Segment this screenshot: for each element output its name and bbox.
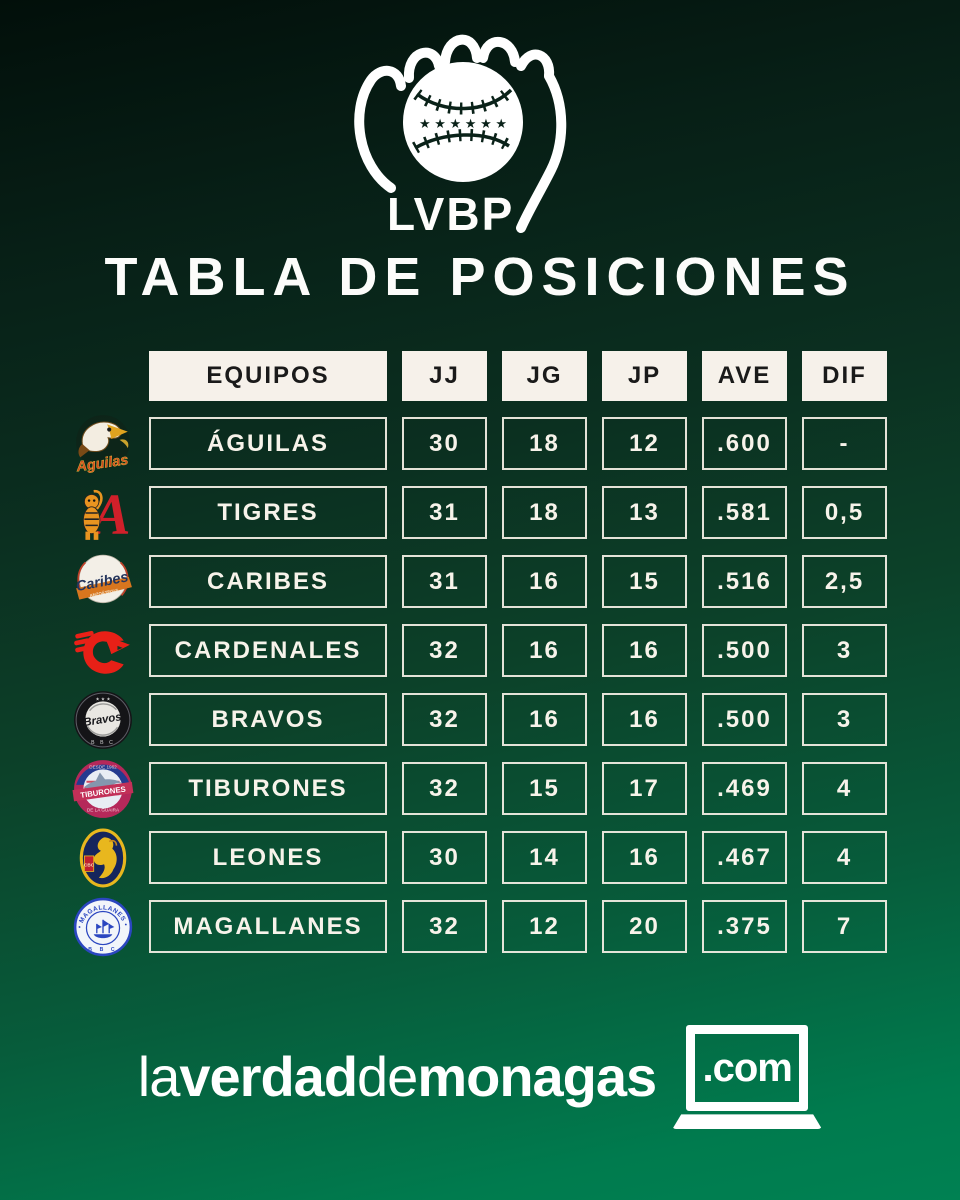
jj-cell: 31: [402, 486, 487, 540]
dif-cell: 4: [802, 831, 887, 885]
jj-cell: 30: [402, 417, 487, 471]
jg-cell: 15: [502, 762, 587, 816]
col-header-jg: JG: [502, 351, 587, 402]
bravos-logo: Bravos ★ ★ ★ B B C: [72, 689, 134, 751]
jp-cell: 13: [602, 486, 687, 540]
jp-cell: 12: [602, 417, 687, 471]
col-header-dif: DIF: [802, 351, 887, 402]
jg-cell: 16: [502, 555, 587, 609]
jj-cell: 31: [402, 555, 487, 609]
jj-cell: 32: [402, 900, 487, 954]
brand-part-de: de: [357, 1045, 418, 1109]
col-header-equipos: EQUIPOS: [149, 351, 387, 402]
dif-cell: 2,5: [802, 555, 887, 609]
page-title: TABLA DE POSICIONES: [104, 247, 856, 307]
ave-cell: .581: [702, 486, 787, 540]
col-header-ave: AVE: [702, 351, 787, 402]
baseball-icon: [403, 62, 523, 182]
laptop-icon: .com: [672, 1025, 823, 1130]
brand-wordmark: laverdaddemonagas: [138, 1049, 657, 1105]
jg-cell: 16: [502, 624, 587, 678]
magallanes-initials: B B C: [88, 947, 118, 953]
dif-cell: 7: [802, 900, 887, 954]
ave-cell: .467: [702, 831, 787, 885]
dif-cell: 0,5: [802, 486, 887, 540]
dif-cell: 3: [802, 624, 887, 678]
ave-cell: .500: [702, 693, 787, 747]
lvbp-logo: ★ ★ ★ ★ ★ ★ LVBP: [0, 0, 960, 242]
jg-cell: 14: [502, 831, 587, 885]
magallanes-logo: • MAGALLANES • B B C: [72, 896, 134, 958]
caribes-logo: Caribes ANZOÁTEGUI: [72, 551, 134, 613]
lvbp-text: LVBP: [387, 188, 514, 240]
tiburones-bottom-text: DE LA GUAIRA: [87, 808, 120, 813]
ave-cell: .500: [702, 624, 787, 678]
aguilas-script: Aguilas: [74, 452, 129, 475]
baseball-stars: ★ ★ ★ ★ ★ ★: [419, 116, 507, 131]
bravos-stars: ★ ★ ★: [95, 696, 110, 701]
col-header-jp: JP: [602, 351, 687, 402]
standings-table: EQUIPOS JJ JG JP AVE DIF Aguilas ÁGUILAS…: [72, 351, 960, 957]
team-cell: CARIBES: [149, 555, 387, 609]
ave-cell: .375: [702, 900, 787, 954]
leones-logo: CBC: [72, 827, 134, 889]
tiburones-logo: TIBURONES DESDE 1962 DE LA GUAIRA: [72, 758, 134, 820]
jj-cell: 32: [402, 693, 487, 747]
col-header-jj: JJ: [402, 351, 487, 402]
brand-part-la: la: [137, 1045, 181, 1109]
team-cell: CARDENALES: [149, 624, 387, 678]
laptop-screen: .com: [686, 1025, 809, 1112]
team-cell: TIBURONES: [149, 762, 387, 816]
team-cell: MAGALLANES: [149, 900, 387, 954]
jj-cell: 32: [402, 624, 487, 678]
domain-suffix: .com: [702, 1045, 793, 1090]
cardenales-logo: [72, 620, 134, 682]
jg-cell: 18: [502, 417, 587, 471]
jg-cell: 18: [502, 486, 587, 540]
baseball-glove-icon: ★ ★ ★ ★ ★ ★ LVBP: [354, 34, 567, 240]
tigres-logo: A: [72, 482, 134, 544]
caribes-banner-text: ANZOÁTEGUI: [89, 588, 118, 598]
leones-initials: CBC: [84, 862, 95, 867]
team-cell: LEONES: [149, 831, 387, 885]
ave-cell: 16: [602, 693, 687, 747]
team-cell: ÁGUILAS: [149, 417, 387, 471]
ave-cell: .469: [702, 762, 787, 816]
jp-cell: 15: [602, 555, 687, 609]
ave-cell: .516: [702, 555, 787, 609]
bravos-script: Bravos: [83, 711, 123, 729]
jj-cell: 30: [402, 831, 487, 885]
team-cell: TIGRES: [149, 486, 387, 540]
jj-cell: 32: [402, 762, 487, 816]
jg-cell: 12: [502, 900, 587, 954]
jp-cell: 16: [602, 624, 687, 678]
jp-cell: 20: [602, 900, 687, 954]
laptop-base: [672, 1114, 823, 1130]
jg-cell: 16: [502, 693, 587, 747]
footer-brand: laverdaddemonagas .com: [0, 1025, 960, 1130]
aguilas-logo: Aguilas: [72, 413, 134, 475]
team-cell: BRAVOS: [149, 693, 387, 747]
dif-cell: 4: [802, 762, 887, 816]
jp-cell: 16: [602, 831, 687, 885]
ave-cell: .600: [702, 417, 787, 471]
dif-cell: 3: [802, 693, 887, 747]
brand-part-verdad: verdad: [179, 1045, 358, 1109]
dif-cell: -: [802, 417, 887, 471]
jp-cell: 17: [602, 762, 687, 816]
tiburones-top-text: DESDE 1962: [89, 764, 117, 769]
bravos-initials: B B C: [91, 740, 115, 746]
brand-part-monagas: monagas: [417, 1045, 657, 1109]
